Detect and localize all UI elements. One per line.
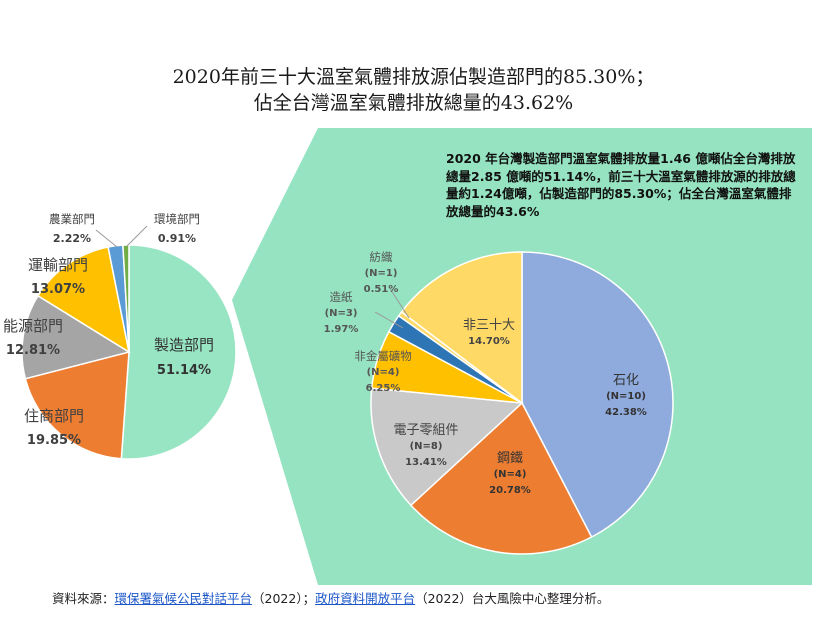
source-prefix: 資料來源： — [52, 591, 115, 606]
label-steel: 鋼鐵 — [497, 450, 523, 466]
leader-line-environment — [126, 225, 148, 247]
source-suffix: （2022）台大風險中心整理分析。 — [415, 591, 610, 606]
breakdown-pie-labels: 石化 (N=10) 42.38% 鋼鐵 (N=4) 20.78% 電子零組件 (N=8) 13.… — [324, 250, 647, 496]
manufacturing-breakdown-pie — [370, 251, 674, 555]
slice-petrochem — [521, 251, 674, 539]
leader-line-paper — [374, 311, 404, 329]
value-energy: 12.81% — [6, 343, 60, 358]
label-nonmetal: 非金屬礦物 — [354, 349, 412, 363]
value-steel: 20.78% — [489, 485, 531, 496]
slice-transport — [36, 246, 131, 354]
slice-electronics — [370, 387, 524, 507]
sector-pie — [21, 244, 237, 460]
label-paper: 造紙 — [330, 290, 353, 304]
label-environment: 環境部門 — [154, 212, 200, 226]
count-steel: (N=4) — [494, 469, 527, 480]
label-manufacturing: 製造部門 — [154, 336, 214, 354]
label-textile: 紡織 — [370, 250, 393, 264]
label-energy: 能源部門 — [3, 317, 63, 335]
leader-line-agriculture — [95, 229, 118, 248]
value-petrochem: 42.38% — [605, 407, 647, 418]
source-note: 資料來源：環保署氣候公民對話平台（2022）；政府資料開放平台（2022）台大風… — [52, 588, 609, 607]
slice-environment — [122, 244, 130, 353]
chart-title-line1: 2020年前三十大溫室氣體排放源佔製造部門的85.30%； — [172, 66, 655, 88]
summary-annotation: 2020 年台灣製造部門溫室氣體排放量1.46 億噸佔全台灣排放總量2.85 億… — [446, 151, 796, 219]
value-textile: 0.51% — [364, 284, 399, 295]
slice-steel — [409, 401, 593, 555]
count-electronics: (N=8) — [410, 441, 443, 452]
source-link-open-data[interactable]: 政府資料開放平台 — [315, 591, 416, 606]
slice-energy — [21, 294, 131, 380]
label-transport: 運輸部門 — [28, 256, 88, 274]
slice-residential-commercial — [24, 351, 130, 460]
value-residential-commercial: 19.85% — [27, 433, 81, 448]
value-agriculture: 2.22% — [53, 232, 91, 245]
chart-title-line2: 佔全台灣溫室氣體排放總量的43.62% — [253, 92, 574, 114]
sector-pie-labels: 製造部門 51.14% 住商部門 19.85% 能源部門 12.81% 運輸部門 13.07%… — [3, 212, 214, 448]
value-paper: 1.97% — [324, 324, 359, 335]
count-nonmetal: (N=4) — [367, 367, 400, 378]
label-petrochem: 石化 — [613, 373, 639, 388]
value-electronics: 13.41% — [405, 457, 447, 468]
slice-manufacturing — [120, 244, 237, 460]
count-paper: (N=3) — [325, 308, 358, 319]
label-agriculture: 農業部門 — [49, 212, 95, 226]
source-link-climate-platform[interactable]: 環保署氣候公民對話平台 — [114, 591, 253, 606]
source-year-1: （2022）； — [252, 591, 316, 606]
count-textile: (N=1) — [365, 268, 398, 279]
label-electronics: 電子零組件 — [393, 423, 458, 438]
value-environment: 0.91% — [158, 232, 196, 245]
slice-non-top30 — [400, 251, 523, 405]
leader-line-textile — [388, 286, 410, 319]
value-transport: 13.07% — [31, 282, 85, 297]
value-non-top30: 14.70% — [468, 336, 510, 347]
value-nonmetal: 6.25% — [366, 383, 401, 394]
label-residential-commercial: 住商部門 — [24, 407, 84, 425]
label-non-top30: 非三十大 — [463, 318, 515, 333]
count-petrochem: (N=10) — [606, 391, 646, 402]
value-manufacturing: 51.14% — [157, 363, 211, 378]
